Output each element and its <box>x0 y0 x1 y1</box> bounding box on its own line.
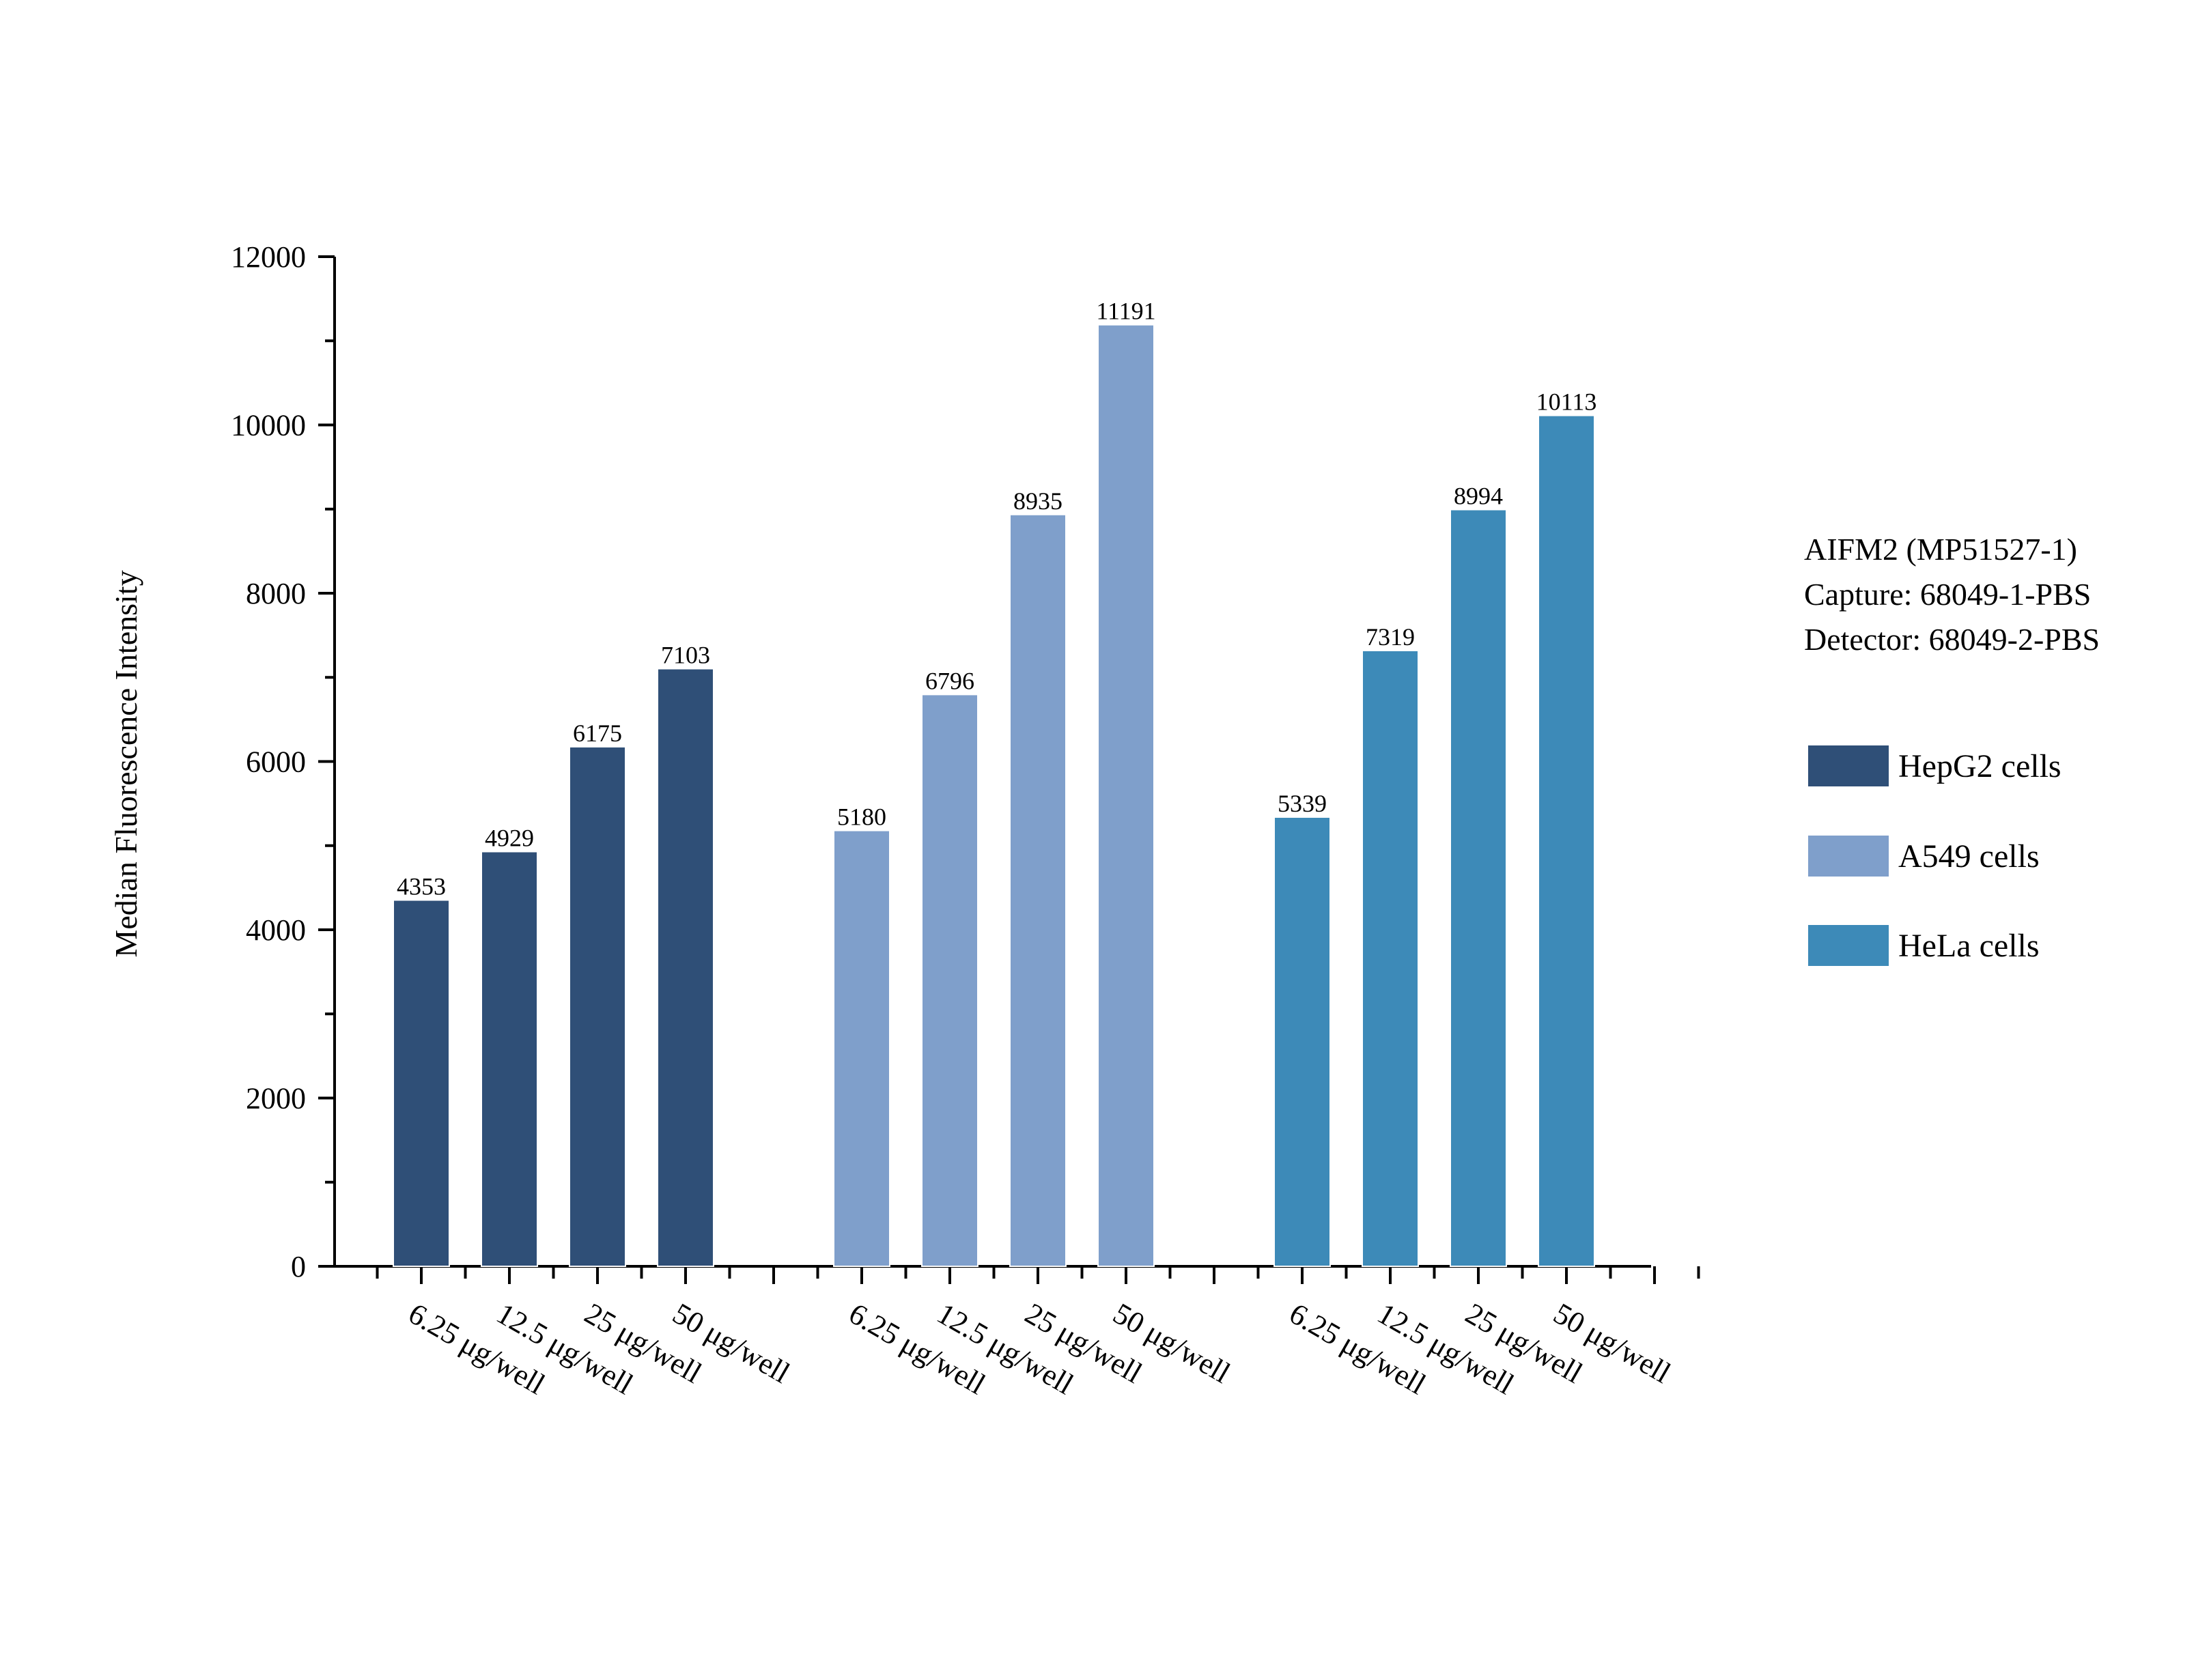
data-label: 6796 <box>925 667 974 694</box>
data-label: 10113 <box>1536 388 1597 416</box>
bar <box>1362 649 1419 1267</box>
y-axis-label: Median Fluorescence Intensity <box>109 570 143 957</box>
legend-swatch <box>1808 925 1889 966</box>
y-tick-label: 12000 <box>231 240 306 274</box>
data-label: 11191 <box>1096 298 1155 325</box>
legend-item-a549: A549 cells <box>1808 836 2040 877</box>
bar <box>1097 324 1155 1268</box>
bar <box>481 851 538 1267</box>
legend-label: HeLa cells <box>1898 927 2040 964</box>
bar <box>1450 509 1507 1267</box>
legend-item-hela: HeLa cells <box>1808 925 2040 966</box>
bar <box>921 694 979 1267</box>
annotation-line-2: Capture: 68049-1-PBS <box>1804 577 2092 612</box>
legend-label: HepG2 cells <box>1898 748 2061 784</box>
data-label: 6175 <box>573 720 622 747</box>
data-label: 4353 <box>397 872 446 900</box>
y-tick-label: 0 <box>291 1250 306 1283</box>
legend-item-hepg2: HepG2 cells <box>1808 745 2061 786</box>
annotation-line-1: AIFM2 (MP51527-1) <box>1804 532 2077 567</box>
bar <box>833 829 890 1267</box>
legend-swatch <box>1808 745 1889 786</box>
legend-swatch <box>1808 836 1889 877</box>
bar <box>569 745 626 1267</box>
y-tick-label: 10000 <box>231 409 306 442</box>
bar <box>1273 816 1331 1267</box>
y-tick-label: 8000 <box>246 577 306 610</box>
bar <box>1538 414 1595 1267</box>
legend-label: A549 cells <box>1898 838 2040 874</box>
data-label: 7103 <box>661 642 710 669</box>
annotation-line-3: Detector: 68049-2-PBS <box>1804 622 2100 657</box>
data-label: 8994 <box>1454 482 1503 509</box>
y-tick-label: 4000 <box>246 913 306 947</box>
data-label: 7319 <box>1366 623 1415 651</box>
data-label: 5180 <box>837 803 886 831</box>
bar <box>657 668 714 1267</box>
data-label: 5339 <box>1278 790 1327 817</box>
y-tick-label: 6000 <box>246 745 306 779</box>
data-label: 8935 <box>1013 487 1062 515</box>
y-tick-label: 2000 <box>246 1082 306 1115</box>
data-label: 4929 <box>485 825 534 852</box>
axes: 0 2000 4000 6000 8000 10000 12000 <box>231 240 1700 1284</box>
bar <box>1009 513 1067 1267</box>
bar <box>393 899 450 1268</box>
